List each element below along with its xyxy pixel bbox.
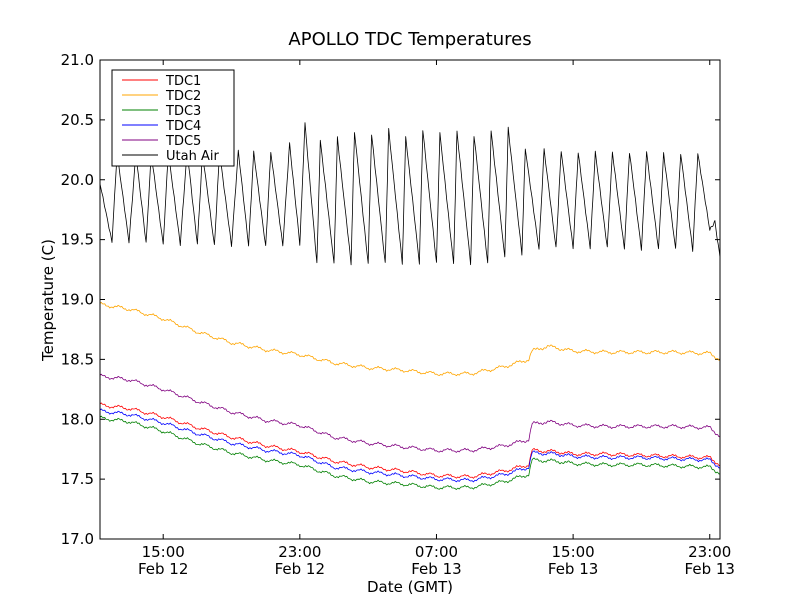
legend-label-tdc4: TDC4 [165,119,201,134]
x-tick-date-label: Feb 13 [685,560,735,578]
legend-label-utah-air: Utah Air [166,149,219,164]
plot-frame [99,59,721,540]
series-line-tdc5 [99,373,721,453]
chart-title: APOLLO TDC Temperatures [288,29,531,50]
x-tick-time-label: 23:00 [278,543,321,561]
series-line-tdc3 [99,415,721,490]
legend-label-tdc5: TDC5 [165,134,201,149]
series-line-tdc4 [99,408,721,483]
series-line-utah-air [99,122,721,266]
legend-label-tdc2: TDC2 [165,89,201,104]
y-axis-label: Temperature (C) [39,239,57,362]
x-tick-time-label: 15:00 [551,543,594,561]
y-tick-label: 20.0 [61,171,94,189]
x-axis-label: Date (GMT) [367,578,453,596]
y-tick-label: 17.5 [61,470,94,488]
y-tick-label: 18.5 [61,350,94,368]
x-tick-time-label: 15:00 [142,543,185,561]
y-tick-label: 20.5 [61,111,94,129]
series-line-tdc1 [99,402,721,479]
y-tick-label: 21.0 [61,51,94,69]
x-tick-time-label: 07:00 [415,543,458,561]
y-axis-ticks: 17.0 17.5 18.0 18.5 19.0 19.5 20.0 20.5 21.0 [61,51,720,548]
x-tick-date-label: Feb 13 [411,560,461,578]
x-tick-time-label: 23:00 [688,543,731,561]
legend-label-tdc1: TDC1 [165,74,201,89]
series-line-tdc2 [99,301,721,377]
y-tick-label: 17.0 [61,530,94,548]
legend-box [111,69,235,167]
legend-label-tdc3: TDC3 [165,104,201,119]
y-tick-label: 18.0 [61,410,94,428]
series-lines [99,122,721,490]
y-tick-label: 19.5 [61,231,94,249]
x-tick-date-label: Feb 13 [548,560,598,578]
x-tick-date-label: Feb 12 [275,560,325,578]
y-tick-label: 19.0 [61,291,94,309]
x-tick-date-label: Feb 12 [138,560,188,578]
